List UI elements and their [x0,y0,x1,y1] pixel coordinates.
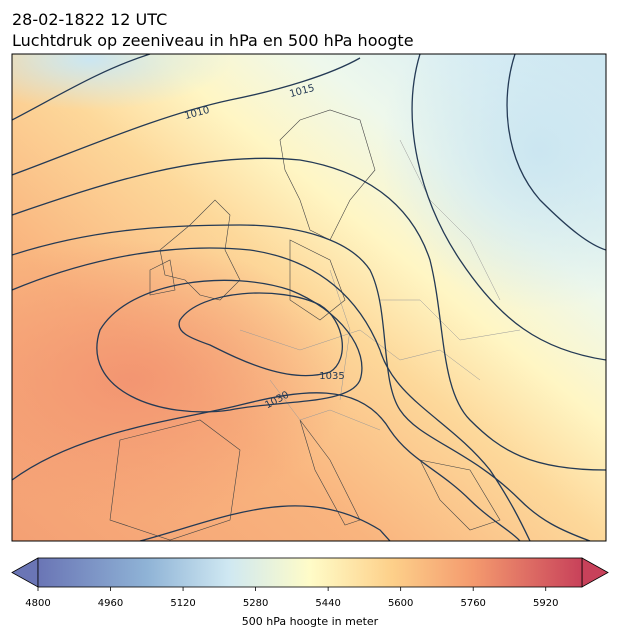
cold-area [380,54,606,310]
colorbar-tick-label: 4800 [25,598,50,609]
colorbar-extend-low [11,557,39,588]
colorbar-body [37,557,583,588]
isobar [12,247,531,541]
isobar [12,224,591,541]
isobar [12,57,361,176]
colorbar-tick-label: 5280 [243,598,268,609]
map: 1010 1015 1030 1035 [12,54,606,541]
isobar [96,279,363,413]
colorbar-tick-label: 5600 [388,598,413,609]
colorbar-tick-label: 4960 [98,598,123,609]
colorbar-tick-label: 5120 [170,598,195,609]
isobar [411,54,606,361]
isobar [12,157,606,471]
colorbar: 500 hPa hoogte in meter 4800 4960 5120 5280… [11,557,609,628]
title-date: 28-02-1822 12 UTC [12,10,167,29]
colorbar-label: 500 hPa hoogte in meter [242,615,379,628]
isobar [139,505,391,541]
coastline [109,109,501,541]
colorbar-tick-label: 5440 [315,598,340,609]
colorbar-tick-label: 5920 [533,598,558,609]
title: Luchtdruk op zeeniveau in hPa en 500 hPa… [12,31,414,50]
isobar [506,54,606,251]
isobar [178,292,343,377]
contour-label: 1035 [319,371,344,382]
warm-area [12,240,350,520]
colorbar-extend-high [581,557,609,588]
cold-area [12,54,230,110]
colorbar-tick-label: 5760 [460,598,485,609]
isobar [12,54,151,121]
map-frame [11,53,607,542]
isobar [12,392,521,541]
